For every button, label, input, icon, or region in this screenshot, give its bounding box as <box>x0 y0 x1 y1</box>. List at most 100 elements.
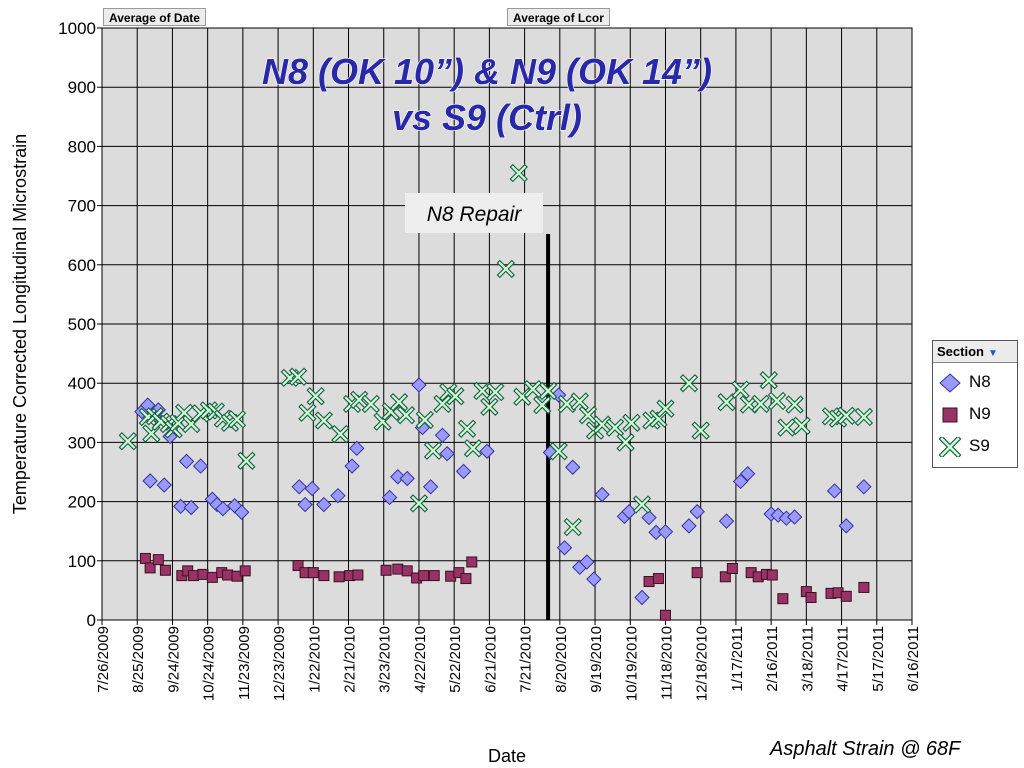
data-point-n8 <box>399 470 415 487</box>
repair-label: N8 Repair <box>427 203 523 226</box>
marker-fill <box>498 261 514 277</box>
data-point-n9 <box>726 562 738 574</box>
y-tick-label: 700 <box>68 197 96 216</box>
y-axis-ticks: 0 100 200 300 400 500 600 700 800 900 1000 <box>58 19 102 630</box>
x-tick-label: 9/24/2009 <box>165 626 182 693</box>
data-point-n8 <box>304 480 320 497</box>
marker-fill <box>594 417 610 433</box>
legend-label-n9: N9 <box>969 404 991 423</box>
legend-label-n8: N8 <box>969 372 991 391</box>
data-point-s9 <box>533 395 552 415</box>
marker-fill <box>332 426 348 442</box>
marker-fill <box>580 407 596 423</box>
data-point-n8 <box>455 463 472 480</box>
marker-fill <box>511 165 527 181</box>
marker-fill <box>761 372 777 388</box>
data-point-n9 <box>460 573 472 585</box>
marker-fill <box>447 388 463 404</box>
data-point-n8 <box>739 466 756 482</box>
x-tick-label: 3/23/2010 <box>377 626 394 693</box>
data-point-s9 <box>691 421 710 440</box>
data-point-n8 <box>621 503 637 520</box>
data-point-s9 <box>486 382 505 402</box>
legend-title-button[interactable]: Section ▼ <box>933 341 1017 363</box>
x-tick-label: 7/26/2009 <box>95 626 112 693</box>
marker-fill <box>434 396 450 412</box>
data-point-n9 <box>159 564 171 576</box>
x-tick-label: 7/21/2010 <box>518 626 535 693</box>
data-point-s9 <box>331 424 350 444</box>
series-s9 <box>118 163 874 537</box>
series-n8 <box>134 377 872 606</box>
data-point-n9 <box>197 568 209 580</box>
data-point-n8 <box>192 458 209 474</box>
data-point-s9 <box>389 392 409 412</box>
data-point-n8 <box>233 504 250 520</box>
chart-title: N8 (OK 10”) & N9 (OK 14”) <box>262 51 712 92</box>
data-point-s9 <box>496 259 516 279</box>
y-axis-label: Temperature Corrected Longitudinal Micro… <box>10 134 30 514</box>
marker-fill <box>618 434 634 450</box>
marker-fill <box>623 415 639 431</box>
marker-fill <box>308 388 324 404</box>
data-points <box>118 163 874 621</box>
data-point-n8 <box>479 443 495 459</box>
average-of-date-button[interactable]: Average of Date <box>103 8 206 26</box>
marker-fill <box>565 519 581 535</box>
data-point-n8 <box>316 496 332 513</box>
data-point-s9 <box>314 411 334 430</box>
data-point-s9 <box>717 392 736 412</box>
data-point-n9 <box>333 571 345 583</box>
data-point-s9 <box>767 391 787 411</box>
data-point-s9 <box>415 410 435 430</box>
marker-fill <box>411 495 427 511</box>
data-point-n8 <box>156 477 172 493</box>
data-point-s9 <box>605 418 625 437</box>
data-point-s9 <box>306 387 325 406</box>
x-tick-label: 10/24/2009 <box>201 626 218 701</box>
data-point-n9 <box>318 570 330 582</box>
data-point-n8 <box>297 496 313 513</box>
data-point-n9 <box>188 570 200 582</box>
legend-item-n9: N9 <box>939 399 1015 429</box>
marker-fill <box>540 383 556 399</box>
data-point-s9 <box>509 163 528 183</box>
marker-fill <box>363 396 379 412</box>
x-tick-label: 11/18/2010 <box>658 626 675 700</box>
y-tick-label: 0 <box>87 611 96 630</box>
data-point-n9 <box>418 570 430 582</box>
marker-fill <box>794 418 810 434</box>
square-icon <box>942 407 958 423</box>
data-point-s9 <box>409 494 429 513</box>
marker-fill <box>290 369 306 385</box>
data-point-s9 <box>616 433 635 452</box>
data-point-s9 <box>570 392 589 411</box>
x-tick-label: 5/22/2010 <box>447 626 464 693</box>
data-point-n8 <box>565 459 581 475</box>
data-point-s9 <box>463 439 483 458</box>
marker-fill <box>769 393 785 409</box>
footnote: Asphalt Strain @ 68F <box>770 738 961 760</box>
data-point-n9 <box>453 567 465 579</box>
data-point-n9 <box>466 556 478 568</box>
x-tick-label: 2/16/2011 <box>764 626 781 692</box>
legend-item-n8: N8 <box>939 367 1015 397</box>
x-axis-label: Date <box>488 746 526 766</box>
average-of-lcor-button[interactable]: Average of Lcor <box>507 8 610 26</box>
y-tick-label: 900 <box>68 78 96 97</box>
data-point-s9 <box>777 418 796 437</box>
data-point-n9 <box>380 564 392 576</box>
marker-fill <box>176 405 192 421</box>
data-point-s9 <box>731 380 750 399</box>
gridlines <box>101 27 913 621</box>
marker-fill <box>733 382 749 398</box>
cross-icon <box>939 437 961 457</box>
data-point-n9 <box>401 565 413 577</box>
dropdown-arrow-icon[interactable]: ▼ <box>987 348 998 359</box>
data-point-s9 <box>557 394 577 414</box>
marker-fill <box>425 443 441 459</box>
marker-fill <box>481 399 497 415</box>
data-point-n9 <box>428 570 440 582</box>
data-point-s9 <box>592 415 612 434</box>
marker-fill <box>551 443 567 459</box>
